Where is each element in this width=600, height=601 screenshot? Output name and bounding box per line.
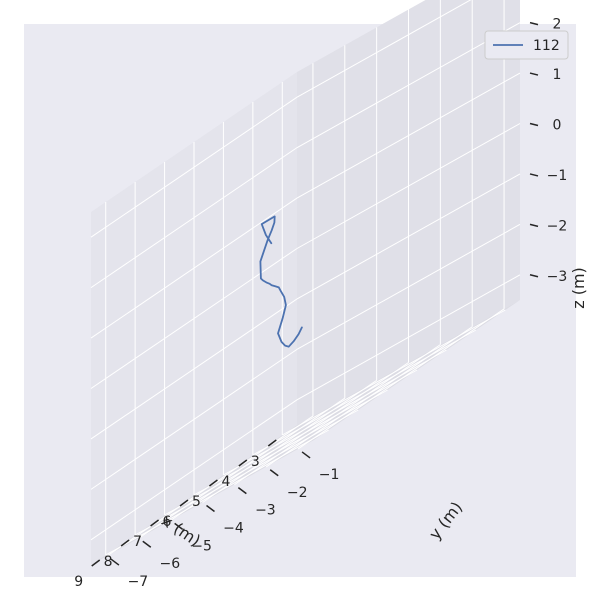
z-tick-label: 1 — [553, 67, 562, 83]
grid-lines — [90, 0, 521, 557]
legend: 112 — [484, 30, 569, 60]
x-tick-label: 9 — [74, 574, 83, 590]
z-tick-mark — [529, 21, 539, 26]
y-tick-mark — [110, 558, 120, 566]
x-tick-label: 6 — [163, 514, 172, 530]
grid-line-z-wall-yz — [296, 0, 472, 98]
grid-line-z-wall-xz — [90, 96, 298, 238]
z-tick-mark — [529, 173, 539, 177]
grid-line-y-floor — [170, 379, 377, 521]
grid-line-z-wall-xz — [90, 248, 298, 389]
legend-label-112: 112 — [533, 38, 560, 54]
grid-line-z-wall-xz — [90, 348, 298, 490]
y-tick-mark — [301, 451, 311, 459]
grid-line-z-wall-xz — [90, 197, 298, 339]
grid-line-z-wall-yz — [296, 22, 521, 149]
legend-box — [484, 30, 569, 60]
z-tick-label: 2 — [553, 17, 562, 33]
z-tick-labels: −3−2−10123 — [547, 17, 568, 285]
grid-line-z-wall-xz — [90, 399, 298, 541]
x-tick-label: 7 — [133, 534, 142, 550]
y-tick-mark — [174, 522, 184, 530]
grid-line-z-wall-yz — [296, 223, 521, 350]
z-tick-label: 0 — [553, 118, 562, 134]
grid-line-z-wall-xz — [90, 298, 298, 440]
grid-line-y-floor — [138, 397, 346, 539]
grid-line-z-wall-yz — [296, 274, 521, 401]
y-tick-label: −5 — [191, 538, 212, 554]
y-tick-label: −4 — [223, 521, 244, 537]
x-tick-label: 8 — [104, 554, 113, 570]
x-tick-label: 3 — [251, 454, 260, 470]
grid-line-z-wall-yz — [296, 72, 521, 199]
series-layer — [259, 215, 303, 348]
x-tick-mark — [179, 499, 189, 507]
x-tick-mark — [91, 559, 101, 567]
y-tick-label: −2 — [287, 485, 308, 501]
x-tick-mark — [238, 459, 248, 467]
y-tick-label: −1 — [319, 467, 340, 483]
grid-line-y-floor — [202, 362, 409, 503]
z-tick-label: −1 — [547, 168, 568, 184]
y-tick-mark — [142, 540, 152, 548]
series-line-112 — [259, 215, 303, 348]
y-tick-label: −3 — [255, 503, 276, 519]
z-tick-label: −2 — [547, 218, 568, 234]
y-tick-labels: −7 −6 −5 −4 −3 −2 −1 — [128, 467, 340, 590]
grid-line-z-wall-xz — [90, 147, 298, 289]
x-tick-mark — [150, 519, 160, 527]
z-tick-mark — [529, 122, 539, 127]
grid-line-y-floor — [265, 326, 473, 468]
x-tick-mark — [267, 439, 277, 447]
z-tick-mark — [529, 223, 539, 228]
y-tick-mark — [237, 487, 247, 495]
y-tick-mark — [206, 504, 215, 513]
tick-marks — [91, 21, 539, 567]
grid-line-y-floor — [234, 344, 441, 486]
y-tick-label: −7 — [128, 574, 149, 590]
y-tick-label: −6 — [159, 556, 180, 572]
x-tick-label: 5 — [192, 494, 201, 510]
x-tick-labels: 3 4 5 6 7 8 9 — [74, 454, 260, 590]
grid-line-z-wall-yz — [296, 123, 521, 249]
z-tick-mark — [529, 72, 539, 76]
x-tick-mark — [208, 479, 218, 487]
grid-line-y-floor — [297, 308, 505, 450]
x-tick-label: 4 — [221, 474, 230, 490]
x-tick-mark — [120, 539, 130, 547]
z-axis-label: z (m) — [569, 267, 588, 309]
y-tick-mark — [269, 469, 279, 477]
z-tick-label: −3 — [547, 269, 568, 285]
grid-line-z-wall-yz — [296, 173, 521, 300]
z-tick-mark — [529, 274, 539, 278]
